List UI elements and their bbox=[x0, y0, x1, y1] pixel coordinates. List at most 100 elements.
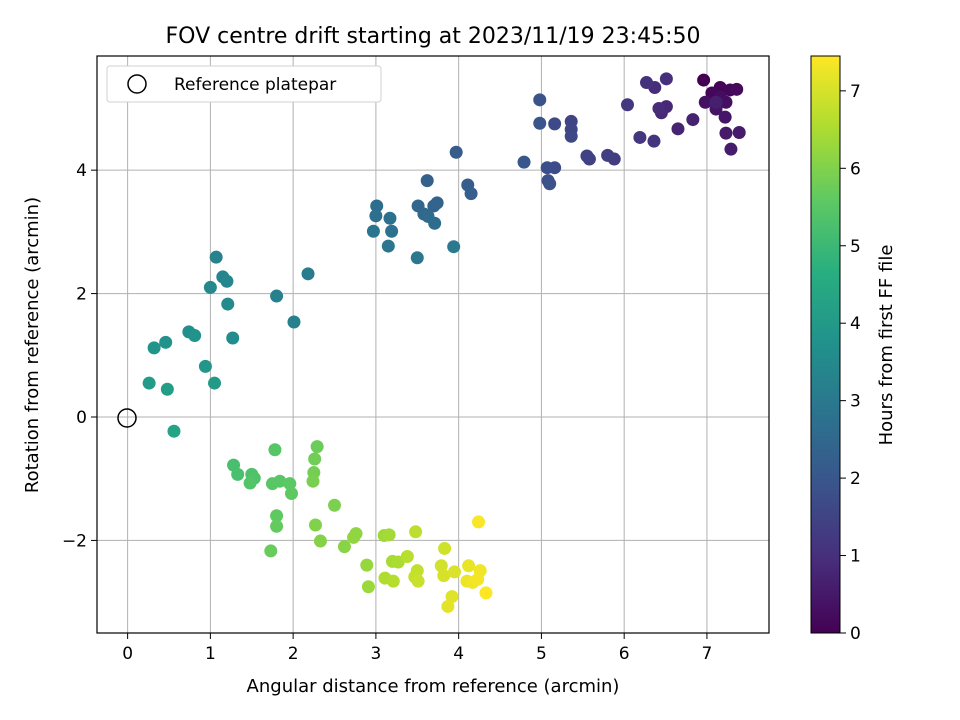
x-axis-ticks: 0 1 2 3 4 5 6 7 bbox=[122, 633, 712, 664]
colorbar-tick-label: 2 bbox=[850, 469, 861, 489]
data-point bbox=[328, 498, 342, 512]
data-point bbox=[647, 134, 661, 148]
data-point bbox=[209, 250, 223, 264]
y-tick-label: 0 bbox=[76, 408, 87, 428]
data-point bbox=[533, 116, 547, 130]
x-axis-label: Angular distance from reference (arcmin) bbox=[247, 676, 620, 697]
data-point bbox=[159, 335, 173, 349]
x-tick-label: 3 bbox=[370, 644, 381, 664]
data-point bbox=[640, 76, 654, 90]
reference-point bbox=[117, 408, 137, 428]
x-tick-label: 0 bbox=[122, 644, 133, 664]
data-point bbox=[369, 209, 383, 223]
data-point bbox=[543, 177, 557, 191]
colorbar-tick-label: 5 bbox=[850, 237, 861, 257]
data-point bbox=[361, 580, 375, 594]
data-point bbox=[564, 129, 578, 143]
data-point bbox=[411, 574, 425, 588]
data-point bbox=[188, 329, 202, 343]
data-point bbox=[445, 590, 459, 604]
data-point bbox=[410, 251, 424, 265]
data-point bbox=[385, 224, 399, 238]
data-point bbox=[633, 130, 647, 144]
data-point bbox=[203, 280, 217, 294]
data-point bbox=[220, 274, 234, 288]
data-point bbox=[273, 474, 287, 488]
data-point bbox=[268, 443, 282, 457]
y-tick-label: 2 bbox=[76, 285, 87, 305]
data-point bbox=[370, 199, 384, 213]
data-point bbox=[479, 586, 493, 600]
legend-label: Reference platepar bbox=[174, 75, 336, 95]
data-point bbox=[533, 93, 547, 107]
data-point bbox=[652, 101, 666, 115]
data-point bbox=[287, 315, 301, 329]
data-point bbox=[464, 187, 478, 201]
data-point bbox=[231, 467, 245, 481]
data-point bbox=[686, 113, 700, 127]
colorbar-tick-label: 3 bbox=[850, 392, 861, 412]
y-tick-label: −2 bbox=[62, 531, 87, 551]
data-point bbox=[472, 515, 486, 529]
data-point bbox=[718, 110, 732, 124]
data-point bbox=[382, 528, 396, 542]
data-point bbox=[308, 452, 322, 466]
data-point bbox=[270, 509, 284, 523]
data-point bbox=[337, 540, 351, 554]
colorbar-tick-label: 7 bbox=[850, 82, 861, 102]
x-tick-label: 2 bbox=[288, 644, 299, 664]
data-point bbox=[732, 126, 746, 140]
data-point bbox=[709, 95, 723, 109]
data-point bbox=[620, 98, 634, 112]
data-point bbox=[428, 216, 442, 230]
data-points bbox=[142, 72, 746, 613]
data-point bbox=[449, 145, 463, 159]
data-point bbox=[283, 477, 297, 491]
data-point bbox=[659, 72, 673, 86]
y-tick-label: 4 bbox=[76, 161, 87, 181]
data-point bbox=[400, 549, 414, 563]
data-point bbox=[301, 267, 315, 281]
data-point bbox=[198, 359, 212, 373]
grid bbox=[97, 56, 769, 633]
legend: Reference platepar bbox=[106, 65, 382, 103]
data-point bbox=[221, 297, 235, 311]
chart-title: FOV centre drift starting at 2023/11/19 … bbox=[166, 24, 701, 49]
data-point bbox=[671, 122, 685, 136]
data-point bbox=[420, 174, 434, 188]
data-point bbox=[306, 474, 320, 488]
data-point bbox=[366, 224, 380, 238]
data-point bbox=[471, 572, 485, 586]
data-point bbox=[540, 161, 554, 175]
data-point bbox=[226, 331, 240, 345]
x-tick-label: 6 bbox=[619, 644, 630, 664]
colorbar-tick-label: 6 bbox=[850, 159, 861, 179]
legend-box bbox=[106, 65, 382, 103]
data-point bbox=[434, 559, 448, 573]
data-point bbox=[270, 519, 284, 533]
data-point bbox=[448, 565, 462, 579]
y-axis-label: Rotation from reference (arcmin) bbox=[22, 197, 43, 493]
data-point bbox=[462, 559, 476, 573]
x-tick-label: 4 bbox=[453, 644, 464, 664]
data-point bbox=[160, 382, 174, 396]
data-point bbox=[438, 541, 452, 555]
data-point bbox=[142, 376, 156, 390]
data-point bbox=[147, 341, 161, 355]
x-tick-label: 5 bbox=[536, 644, 547, 664]
colorbar-tick-label: 4 bbox=[850, 314, 861, 334]
colorbar-ticks: 0 1 2 3 4 5 6 7 bbox=[840, 82, 861, 644]
data-point bbox=[697, 73, 711, 87]
data-point bbox=[719, 126, 733, 140]
data-point bbox=[730, 82, 744, 96]
data-point bbox=[264, 544, 278, 558]
data-point bbox=[383, 211, 397, 225]
colorbar: 0 1 2 3 4 5 6 7 Hours from first FF file bbox=[810, 55, 897, 644]
plot-frame bbox=[96, 55, 770, 634]
data-point bbox=[284, 487, 298, 501]
colorbar-gradient bbox=[810, 55, 841, 634]
data-point bbox=[580, 149, 594, 163]
data-point bbox=[724, 142, 738, 156]
data-point bbox=[308, 518, 322, 532]
